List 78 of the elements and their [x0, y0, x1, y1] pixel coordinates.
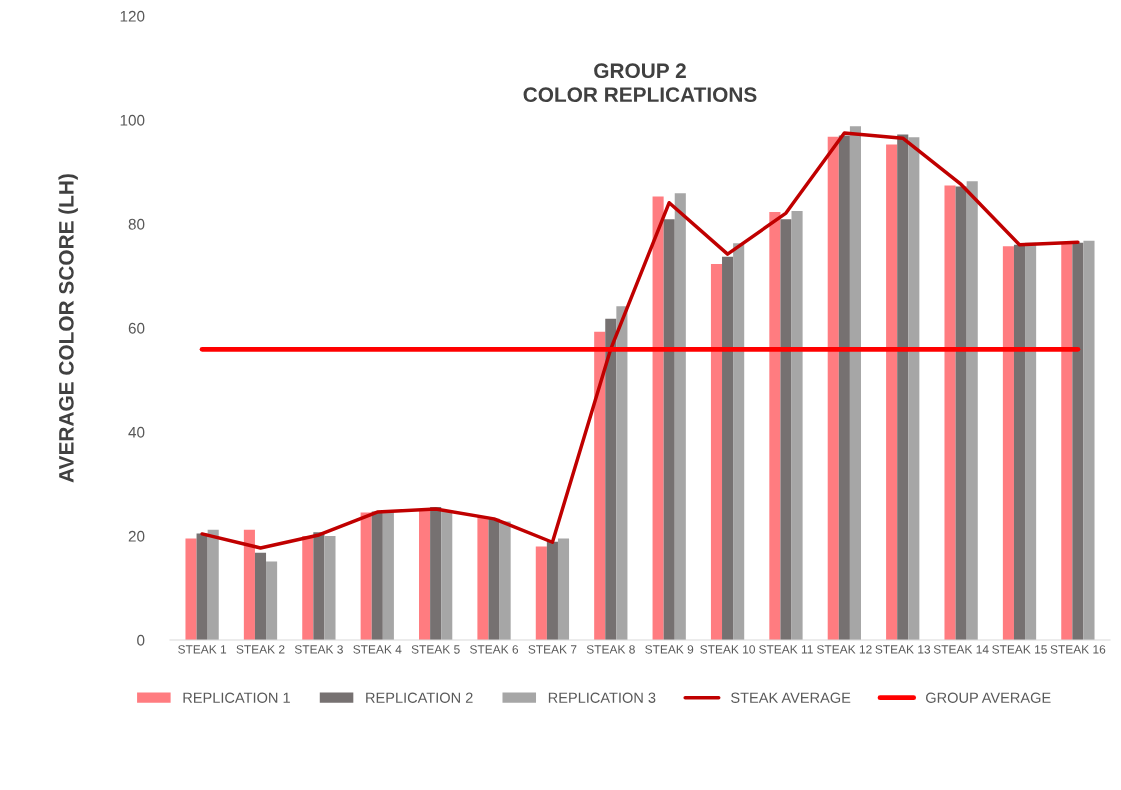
bar	[302, 536, 314, 640]
bar	[722, 256, 734, 640]
x-tick-label: STEAK 10	[700, 645, 755, 654]
x-tick-label: STEAK 9	[645, 645, 694, 654]
bar	[185, 538, 197, 640]
bar	[266, 561, 278, 640]
bar	[780, 219, 792, 640]
bar	[371, 511, 383, 640]
bar	[430, 506, 442, 640]
bar	[324, 536, 336, 640]
x-tick-label: STEAK 16	[1050, 645, 1106, 654]
bar	[605, 318, 617, 640]
bar	[849, 126, 861, 640]
bar	[652, 196, 664, 640]
bar	[419, 510, 431, 640]
bar	[207, 529, 219, 640]
x-tick-label: STEAK 7	[528, 645, 577, 654]
legend-label: REPLICATION 1	[183, 692, 290, 703]
y-tick-label: 80	[128, 218, 145, 230]
bar	[966, 181, 978, 640]
bar	[827, 136, 839, 640]
bar	[1083, 240, 1095, 640]
bar	[1072, 242, 1084, 640]
bar	[769, 212, 781, 640]
bar	[594, 331, 606, 640]
y-axis-title: AVERAGE COLOR SCORE (LH)	[58, 174, 78, 483]
x-tick-label: STEAK 1	[178, 645, 227, 654]
bar	[838, 135, 850, 640]
legend-label: GROUP AVERAGE	[926, 692, 1051, 703]
x-tick-label: STEAK 8	[586, 645, 635, 654]
bar	[499, 521, 511, 640]
legend-label: REPLICATION 3	[548, 692, 656, 703]
legend-label: STEAK AVERAGE	[731, 692, 851, 703]
bar	[254, 552, 267, 640]
bar	[886, 144, 898, 640]
x-tick-label: STEAK 14	[933, 645, 989, 654]
bar	[1061, 243, 1073, 640]
bar	[360, 512, 372, 640]
text: GROUP 2 COLOR REPLICATIONS	[523, 63, 757, 103]
y-tick-label: 40	[128, 426, 145, 438]
bar	[663, 219, 675, 640]
bar	[488, 518, 500, 640]
x-tick-label: STEAK 2	[236, 645, 285, 654]
x-tick-label: STEAK 3	[294, 645, 343, 654]
bar	[1013, 244, 1026, 640]
bar	[382, 512, 394, 640]
bar	[616, 306, 628, 640]
bar	[908, 137, 920, 640]
bar	[535, 546, 547, 640]
x-tick-label: STEAK 4	[353, 645, 402, 654]
y-tick-label: 120	[120, 10, 145, 22]
y-tick-label: 20	[128, 530, 145, 542]
x-tick-label: STEAK 6	[470, 645, 519, 654]
bar	[1002, 246, 1014, 640]
x-tick-label: STEAK 12	[817, 645, 872, 654]
bar	[196, 533, 208, 640]
bar	[944, 185, 956, 640]
bar	[243, 529, 255, 640]
bar	[897, 134, 909, 640]
bar	[477, 516, 489, 640]
bar	[955, 186, 967, 640]
bar	[313, 532, 325, 640]
bar	[710, 264, 723, 640]
x-tick-label: STEAK 15	[992, 645, 1047, 654]
x-tick-label: STEAK 11	[759, 645, 813, 654]
y-tick-label: 60	[128, 322, 145, 334]
bar	[557, 538, 570, 640]
bar	[733, 243, 745, 640]
line-series	[200, 131, 1080, 550]
legend-label: REPLICATION 2	[366, 692, 473, 703]
x-tick-label: STEAK 5	[411, 645, 460, 654]
y-tick-label: 0	[137, 634, 145, 646]
x-tick-label: STEAK 13	[875, 645, 931, 654]
bar	[791, 211, 803, 640]
bar	[674, 193, 686, 640]
y-tick-label: 100	[120, 114, 145, 126]
bar	[441, 510, 453, 640]
bar	[546, 541, 558, 640]
